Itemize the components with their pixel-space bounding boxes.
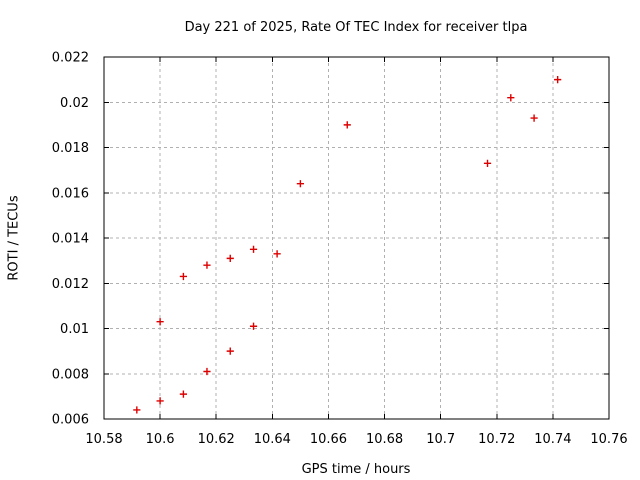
y-axis-label: ROTI / TECUs — [7, 195, 22, 280]
gridlines — [104, 57, 609, 419]
data-point — [249, 322, 258, 330]
data-point — [483, 159, 492, 167]
data-point — [179, 390, 187, 398]
y-tick-label: 0.006 — [52, 413, 89, 428]
y-tick-label: 0.012 — [52, 277, 89, 292]
y-tick-label: 0.008 — [52, 367, 89, 382]
data-points — [133, 76, 562, 414]
data-point — [343, 121, 351, 129]
y-tick-label: 0.01 — [60, 322, 89, 337]
data-point — [179, 272, 187, 281]
data-point — [249, 245, 258, 253]
x-tick-label: 10.6 — [146, 432, 175, 447]
x-tick-label: 10.58 — [85, 432, 122, 447]
y-tick-label: 0.02 — [60, 96, 89, 111]
x-tick-label: 10.72 — [478, 432, 515, 447]
x-tick-label: 10.76 — [590, 432, 627, 447]
y-tick-labels: 0.006 0.008 0.01 0.012 0.014 0.016 0.018 0.02 0.… — [52, 51, 89, 428]
data-point — [133, 406, 141, 414]
data-point — [203, 367, 211, 376]
data-point — [273, 250, 281, 258]
data-point — [554, 76, 562, 84]
data-point — [226, 347, 234, 355]
data-point — [156, 397, 164, 405]
axis-tick-marks — [103, 56, 610, 420]
x-tick-label: 10.68 — [366, 432, 403, 447]
x-axis-label: GPS time / hours — [302, 462, 411, 477]
data-point — [507, 94, 515, 102]
x-tick-label: 10.7 — [426, 432, 455, 447]
data-point — [530, 114, 538, 122]
x-tick-label: 10.64 — [254, 432, 291, 447]
y-tick-label: 0.018 — [52, 141, 89, 156]
data-point — [226, 254, 234, 262]
x-tick-labels: 10.58 10.6 10.62 10.64 10.66 10.68 10.7 10.72 10… — [85, 432, 627, 447]
data-point — [296, 180, 304, 188]
y-tick-label: 0.014 — [52, 232, 89, 247]
chart-title: Day 221 of 2025, Rate Of TEC Index for r… — [185, 20, 528, 35]
x-tick-label: 10.66 — [310, 432, 347, 447]
data-point — [203, 261, 211, 269]
x-tick-label: 10.62 — [198, 432, 235, 447]
x-tick-label: 10.74 — [534, 432, 571, 447]
data-point — [156, 318, 164, 326]
y-tick-label: 0.016 — [52, 186, 89, 201]
y-tick-label: 0.022 — [52, 51, 89, 66]
